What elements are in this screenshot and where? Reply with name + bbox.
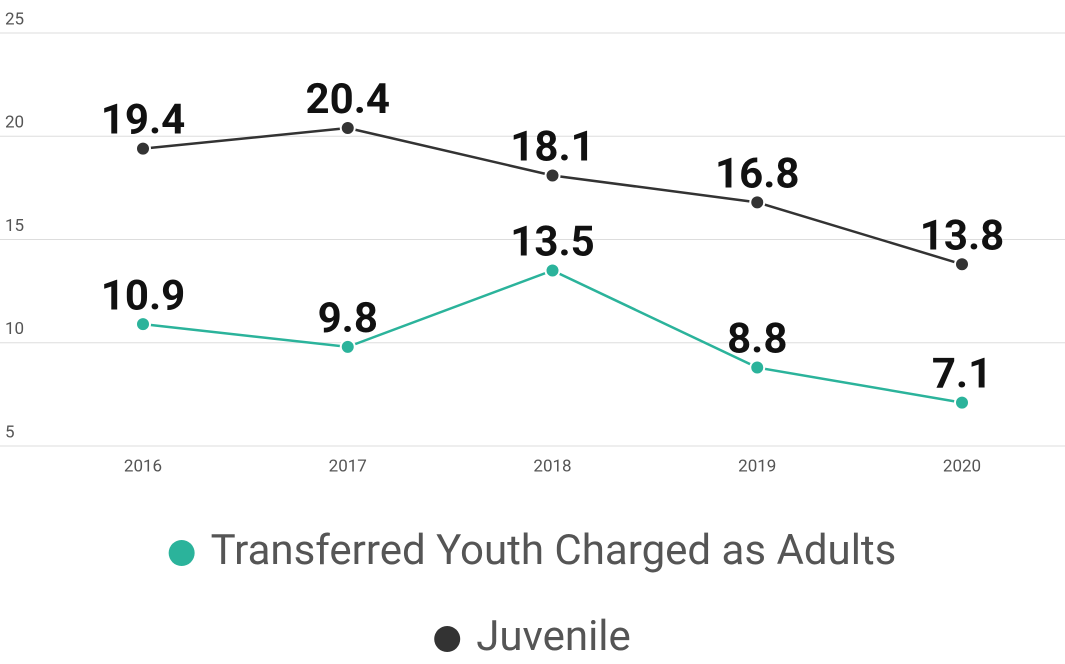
y-tick-label: 15 xyxy=(5,216,24,236)
y-tick-label: 25 xyxy=(5,9,24,29)
legend-marker xyxy=(434,626,461,652)
x-tick-label: 2016 xyxy=(124,456,162,476)
point xyxy=(954,256,970,273)
legend-label: Transferred Youth Charged as Adults xyxy=(211,526,897,575)
point xyxy=(339,338,356,355)
series-line xyxy=(142,269,963,404)
x-tick-label: 2018 xyxy=(533,456,571,476)
x-tick-label: 2020 xyxy=(943,456,981,476)
x-tick-label: 2019 xyxy=(738,456,776,476)
data-label: 13.5 xyxy=(510,218,594,267)
point xyxy=(339,119,356,136)
point xyxy=(749,359,766,376)
y-tick-label: 20 xyxy=(5,113,24,133)
data-label: 13.8 xyxy=(920,211,1004,260)
x-tick-label: 2017 xyxy=(329,456,367,476)
point xyxy=(544,167,561,184)
point xyxy=(135,316,151,333)
y-tick-label: 10 xyxy=(5,319,24,339)
point xyxy=(135,140,151,157)
point xyxy=(954,394,970,411)
point xyxy=(544,262,561,279)
data-label: 19.4 xyxy=(101,96,185,145)
data-label: 7.1 xyxy=(932,350,992,399)
point xyxy=(749,194,766,211)
y-tick-label: 5 xyxy=(5,422,15,442)
data-label: 20.4 xyxy=(306,75,390,124)
data-label: 10.9 xyxy=(101,271,185,320)
data-label: 8.8 xyxy=(727,315,787,364)
data-label: 16.8 xyxy=(715,149,799,198)
legend-label: Juvenile xyxy=(476,612,631,661)
data-label: 9.8 xyxy=(318,294,378,343)
legend-marker xyxy=(168,540,195,566)
data-label: 18.1 xyxy=(510,123,594,172)
